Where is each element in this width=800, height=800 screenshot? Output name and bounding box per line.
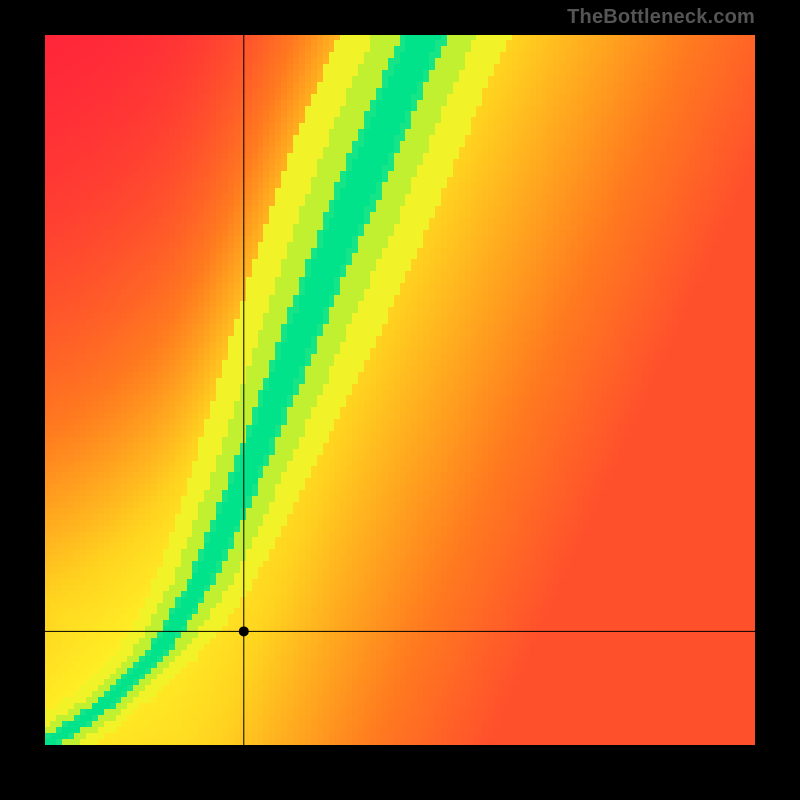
plot-area <box>45 35 755 745</box>
heatmap-canvas <box>45 35 755 745</box>
chart-container: TheBottleneck.com <box>0 0 800 800</box>
watermark-text: TheBottleneck.com <box>567 6 755 29</box>
